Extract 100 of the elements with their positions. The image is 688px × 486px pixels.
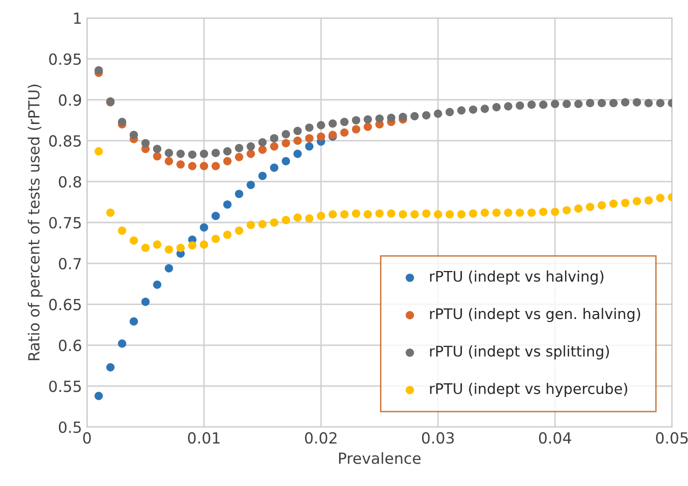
x-tick-label: 0.01 [188, 432, 220, 444]
point [375, 209, 384, 218]
point [316, 212, 326, 220]
point [106, 208, 115, 217]
point [200, 162, 208, 170]
point [282, 130, 290, 138]
point [352, 116, 360, 124]
point [398, 112, 408, 122]
point [316, 120, 326, 130]
point [164, 156, 174, 166]
point [387, 209, 396, 218]
point [153, 280, 162, 289]
point [644, 98, 653, 108]
y-tick-label: 0.85 [49, 135, 81, 147]
point [504, 102, 512, 111]
point [153, 152, 162, 160]
point [364, 122, 372, 131]
point [130, 130, 138, 140]
point [258, 220, 267, 228]
point [282, 138, 290, 148]
point [130, 236, 138, 245]
point [94, 147, 103, 156]
point [375, 114, 384, 123]
point [632, 98, 642, 106]
point [434, 210, 442, 218]
point [164, 148, 174, 158]
point [609, 98, 618, 108]
y-tick-label: 0.65 [49, 298, 81, 310]
point [457, 210, 466, 218]
point [200, 240, 208, 249]
point [106, 363, 115, 372]
point [387, 114, 396, 122]
point [316, 132, 326, 141]
point [598, 201, 606, 210]
point [282, 156, 290, 166]
point [305, 134, 314, 142]
point [527, 208, 536, 217]
point [434, 110, 442, 118]
point [562, 206, 571, 214]
point [492, 102, 501, 112]
point [223, 200, 232, 209]
point [550, 208, 560, 216]
x-tick-label: 0.02 [305, 432, 336, 444]
point [527, 100, 536, 109]
point [446, 108, 454, 116]
point [188, 162, 196, 170]
point [130, 317, 138, 326]
point [223, 230, 232, 239]
point [188, 150, 196, 159]
point [340, 128, 349, 137]
point [574, 204, 583, 213]
point [364, 115, 372, 124]
legend-label: rPTU (indept vs hypercube) [430, 382, 628, 397]
point [293, 150, 302, 158]
point [621, 98, 630, 106]
point [212, 162, 220, 170]
point [422, 209, 430, 218]
point [270, 164, 278, 172]
point [234, 144, 244, 152]
point [305, 214, 314, 223]
point [118, 226, 126, 235]
point [258, 138, 267, 147]
point [352, 125, 360, 134]
point [516, 101, 524, 110]
point [141, 244, 150, 252]
point [94, 392, 103, 400]
point [153, 240, 162, 249]
y-tick-label: 0.8 [58, 176, 82, 188]
point [468, 105, 478, 114]
point [270, 142, 278, 151]
point [446, 210, 454, 218]
point [293, 213, 302, 222]
point [234, 190, 244, 198]
point [609, 200, 618, 208]
point [153, 144, 162, 154]
point [574, 100, 583, 108]
point [328, 210, 337, 218]
y-tick-label: 0.95 [49, 53, 81, 65]
point [118, 339, 126, 348]
point [539, 100, 548, 109]
point [457, 106, 466, 115]
point [305, 123, 314, 132]
point [340, 118, 349, 126]
x-tick-label: 0 [83, 432, 91, 444]
point [176, 160, 185, 169]
point [223, 156, 232, 166]
point [328, 119, 337, 128]
point [468, 209, 478, 218]
point [632, 197, 642, 206]
point [188, 241, 196, 250]
point [480, 208, 489, 217]
point [410, 210, 419, 218]
point [246, 220, 255, 230]
point [621, 198, 630, 208]
point [246, 180, 255, 190]
point [223, 147, 232, 156]
point [305, 142, 314, 151]
point [212, 234, 220, 244]
point [258, 172, 267, 180]
point [94, 66, 103, 75]
